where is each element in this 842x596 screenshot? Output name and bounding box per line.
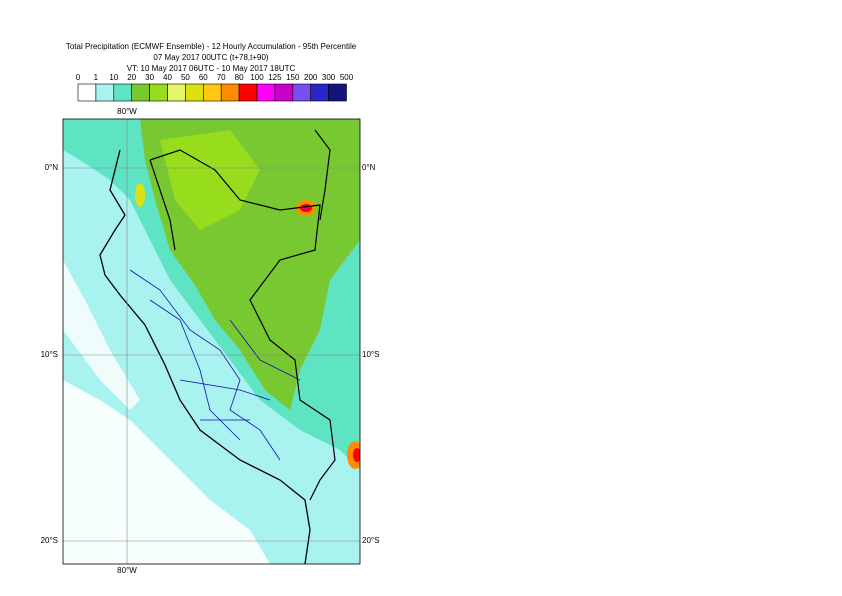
- legend-swatch: [220, 83, 240, 102]
- lat-label: 20°S: [362, 536, 379, 545]
- legend-swatch: [203, 83, 222, 102]
- legend: 0 1 10 20 30 40 50 60 70 80 100 125 150 200 300 500: [76, 73, 354, 102]
- lat-label: 10°S: [41, 350, 58, 359]
- lat-label: 0°N: [362, 163, 376, 172]
- legend-swatch: [185, 83, 204, 102]
- legend-label: 70: [217, 73, 226, 82]
- legend-swatch: [292, 83, 311, 102]
- dry-ocean: [63, 260, 140, 410]
- legend-label: 20: [127, 73, 136, 82]
- precip-yellow: [135, 183, 145, 207]
- legend-label: 30: [145, 73, 154, 82]
- legend-label: 150: [286, 73, 300, 82]
- legend-swatch: [131, 83, 150, 102]
- lat-label: 0°N: [45, 163, 59, 172]
- legend-swatch: [238, 83, 258, 102]
- subtitle: 07 May 2017 00UTC (t+78,t+90): [153, 53, 269, 62]
- dry-ocean: [63, 380, 270, 564]
- lat-label: 10°S: [362, 350, 379, 359]
- legend-swatch: [149, 83, 168, 102]
- legend-swatch: [167, 83, 186, 102]
- legend-swatch: [328, 83, 347, 102]
- map: 80°W 80°W 0°N 0°N 10°S 10°S 20°S 20°S: [41, 107, 380, 575]
- legend-label: 50: [181, 73, 190, 82]
- map-frame: [62, 118, 361, 565]
- legend-label: 10: [109, 73, 118, 82]
- legend-label: 125: [268, 73, 282, 82]
- valid-time: VT: 10 May 2017 06UTC - 10 May 2017 18UT…: [127, 64, 296, 73]
- region-border: [129, 269, 301, 461]
- legend-label: 60: [199, 73, 208, 82]
- legend-swatch: [77, 83, 97, 102]
- legend-label: 0: [76, 73, 81, 82]
- legend-swatch: [256, 83, 276, 102]
- legend-label: 500: [340, 73, 354, 82]
- legend-swatch: [274, 83, 294, 102]
- coastline: [99, 149, 311, 564]
- title: Total Precipitation (ECMWF Ensemble) - 1…: [66, 42, 357, 51]
- precip-lightgreen: [160, 130, 260, 230]
- lat-label: 20°S: [41, 536, 58, 545]
- precip-red: [353, 448, 360, 462]
- legend-label: 300: [322, 73, 336, 82]
- legend-swatch: [310, 83, 329, 102]
- legend-label: 200: [304, 73, 318, 82]
- legend-label: 100: [250, 73, 264, 82]
- legend-label: 40: [163, 73, 172, 82]
- lon-label: 80°W: [117, 107, 137, 116]
- legend-label: 1: [94, 73, 99, 82]
- country-border: [149, 129, 336, 501]
- legend-swatch: [113, 83, 133, 102]
- legend-swatch: [95, 83, 115, 102]
- legend-label: 80: [235, 73, 244, 82]
- lon-label: 80°W: [117, 566, 137, 575]
